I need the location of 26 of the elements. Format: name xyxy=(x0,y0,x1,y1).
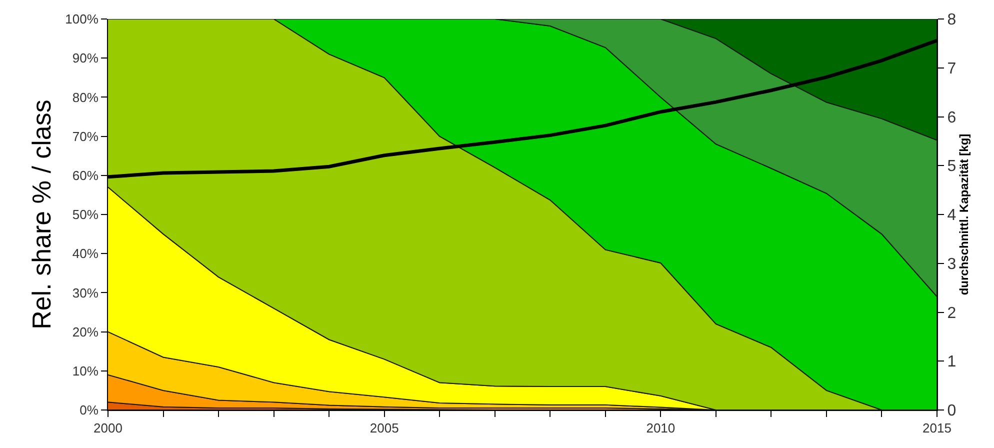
y-tick-label: 0% xyxy=(80,402,99,418)
y-tick-label: 10% xyxy=(72,363,99,378)
y2-tick-label: 8 xyxy=(947,12,956,29)
y2-tick-label: 3 xyxy=(947,256,956,273)
x-tick-label: 2000 xyxy=(94,420,122,436)
y2-axis-title: durchschnittl. Kapazität [kg] xyxy=(957,134,972,296)
x-tick-label: 2010 xyxy=(646,420,676,436)
x-tick-label: 2005 xyxy=(370,420,399,436)
y-tick-label: 70% xyxy=(72,128,99,144)
y-tick-label: 60% xyxy=(72,168,99,183)
y-tick-label: 90% xyxy=(72,50,99,66)
y-tick-label: 100% xyxy=(65,12,99,27)
y2-tick-label: 4 xyxy=(947,207,956,224)
y2-tick-label: 7 xyxy=(947,60,956,78)
y-tick-label: 80% xyxy=(72,90,99,105)
y-tick-label: 50% xyxy=(72,207,99,222)
y2-tick-label: 1 xyxy=(947,354,956,371)
y2-tick-label: 6 xyxy=(947,109,956,126)
x-tick-label: 2015 xyxy=(922,420,952,436)
y2-tick-label: 0 xyxy=(947,402,956,420)
y2-tick-label: 5 xyxy=(947,158,956,176)
y-tick-label: 30% xyxy=(72,285,99,300)
y2-tick-label: 2 xyxy=(947,304,956,322)
y-tick-label: 20% xyxy=(72,324,99,340)
y-tick-label: 40% xyxy=(72,246,99,262)
y-axis-title: Rel. share % / class xyxy=(26,100,57,330)
